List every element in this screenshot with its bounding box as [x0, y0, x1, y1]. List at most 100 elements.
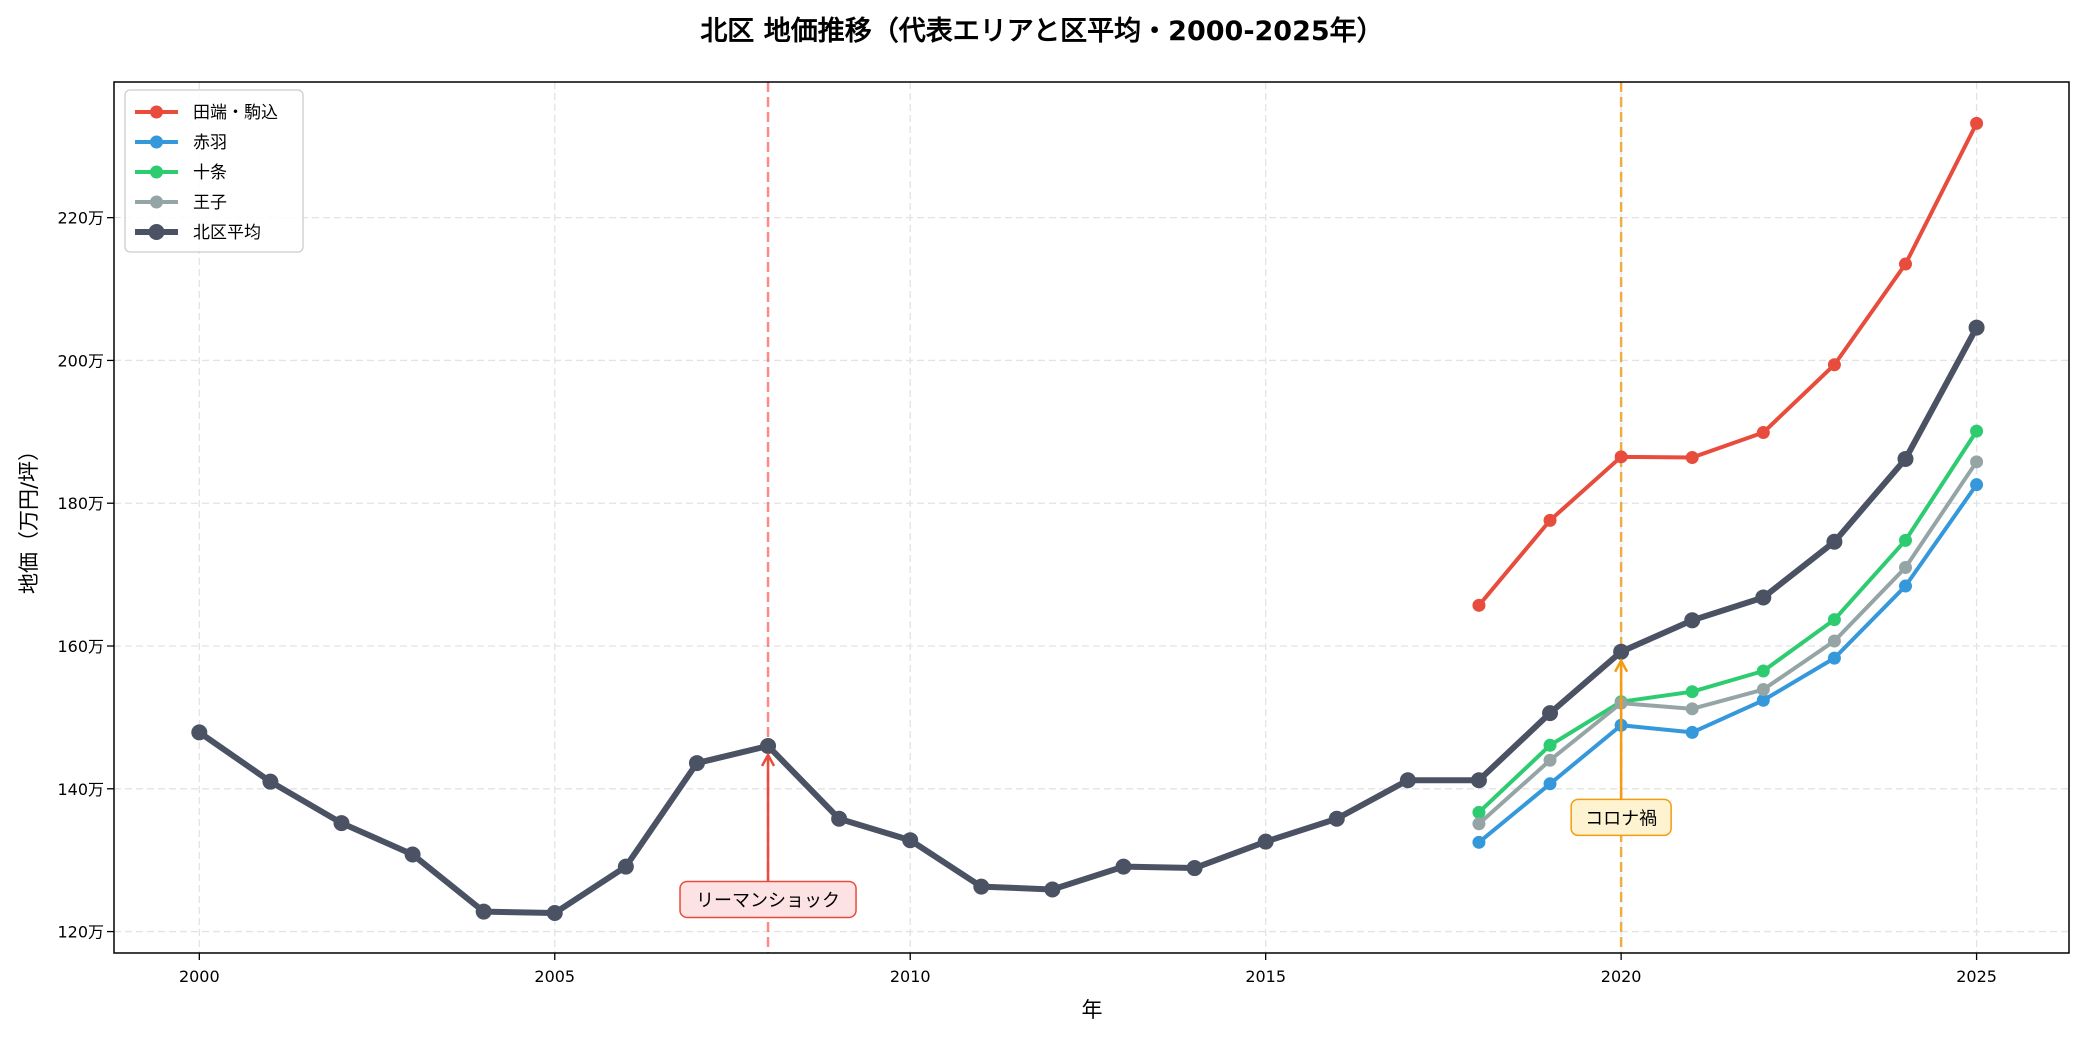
data-point	[1614, 450, 1628, 464]
series-1	[1472, 478, 1984, 849]
series-4	[191, 319, 1985, 922]
data-point	[1543, 753, 1557, 767]
series-3	[1472, 455, 1984, 831]
x-tick-label: 2015	[1245, 967, 1286, 986]
data-point	[1756, 426, 1770, 440]
annotation-label: コロナ禍	[1585, 808, 1657, 829]
x-tick-label: 2025	[1956, 967, 1997, 986]
series-line	[1477, 460, 1979, 826]
data-point	[1684, 612, 1701, 629]
data-point	[1472, 835, 1486, 849]
x-tick-label: 2000	[179, 967, 220, 986]
data-point	[1898, 560, 1912, 574]
data-point	[1827, 651, 1841, 665]
x-tick-label: 2010	[890, 967, 931, 986]
annotation-arrowhead	[1614, 658, 1629, 673]
legend-label: 十条	[193, 163, 227, 183]
annotation-arrowhead	[760, 752, 776, 767]
data-point	[1472, 598, 1486, 612]
legend-swatch-marker	[150, 165, 163, 179]
y-tick-label: 120万	[57, 923, 104, 942]
legend-label: 北区平均	[193, 223, 261, 243]
data-point	[617, 858, 634, 875]
data-point	[191, 724, 208, 741]
data-point	[262, 773, 279, 790]
data-point	[1328, 810, 1345, 827]
data-point	[1898, 579, 1912, 593]
y-tick-label: 140万	[57, 780, 104, 799]
data-point	[1970, 455, 1984, 469]
data-point	[1543, 777, 1557, 791]
chart-title: 北区 地価推移（代表エリアと区平均・2000-2025年）	[700, 15, 1383, 47]
legend-swatch-marker	[150, 105, 163, 119]
data-point	[1685, 725, 1699, 739]
data-point	[1897, 450, 1914, 467]
data-point	[760, 737, 777, 754]
y-tick-label: 200万	[57, 351, 104, 370]
y-axis-label: 地価（万円/坪）	[17, 440, 41, 594]
plot-frame	[113, 81, 2070, 954]
data-point	[1827, 613, 1841, 627]
data-point	[831, 810, 848, 827]
data-point	[1756, 683, 1770, 697]
data-point	[1898, 533, 1912, 547]
data-point	[1827, 358, 1841, 372]
y-tick-label: 220万	[57, 209, 104, 228]
data-point	[546, 905, 563, 922]
y-tick-label: 180万	[57, 494, 104, 513]
data-point	[688, 755, 705, 772]
data-point	[1685, 702, 1699, 716]
series-line	[1477, 430, 1979, 814]
data-point	[1543, 513, 1557, 527]
data-point	[1399, 772, 1416, 789]
grid	[114, 82, 2069, 953]
annotation-label: リーマンショック	[696, 890, 840, 911]
annotation-box	[1570, 798, 1672, 837]
event-lines	[766, 82, 1623, 953]
data-point	[1257, 833, 1274, 850]
data-point	[1044, 881, 1061, 898]
series-line	[197, 326, 1980, 917]
data-point	[475, 903, 492, 920]
annotations: リーマンショック コロナ禍	[679, 658, 1672, 919]
data-point	[1613, 643, 1630, 660]
data-point	[1970, 478, 1984, 492]
data-point	[1115, 858, 1132, 875]
data-point	[1186, 860, 1203, 877]
data-point	[973, 878, 990, 895]
data-point	[1472, 805, 1486, 819]
data-point	[902, 832, 919, 849]
legend-box	[124, 89, 304, 253]
data-point	[1898, 257, 1912, 271]
data-point	[1685, 451, 1699, 465]
data-point	[1826, 533, 1843, 550]
legend-swatch-marker	[150, 135, 163, 149]
data-point	[1968, 319, 1985, 336]
series-line	[1477, 483, 1979, 844]
x-tick-label: 2005	[534, 967, 575, 986]
data-point	[1970, 424, 1984, 438]
data-point	[1685, 685, 1699, 699]
data-point	[404, 846, 421, 863]
legend-label: 赤羽	[193, 133, 227, 153]
data-point	[1970, 116, 1984, 130]
legend-swatch-marker	[148, 224, 165, 240]
legend-swatch-marker	[150, 195, 163, 209]
legend-label: 田端・駒込	[193, 103, 278, 123]
data-point	[1542, 705, 1559, 722]
axis-ticks: 2000 2005 2010 2015 2020 2025 120万 140万 160万 180万…	[57, 209, 1996, 986]
data-point	[1756, 693, 1770, 707]
series-0	[1472, 116, 1984, 612]
data-point	[1827, 634, 1841, 648]
data-point	[1543, 738, 1557, 752]
annotation-box	[679, 880, 857, 919]
data-point	[1755, 589, 1772, 606]
series-line	[1477, 122, 1979, 607]
x-tick-label: 2020	[1601, 967, 1642, 986]
data-point	[1756, 664, 1770, 678]
data-point	[1472, 817, 1486, 831]
legend-label: 王子	[193, 193, 227, 213]
data-point	[1470, 772, 1487, 789]
